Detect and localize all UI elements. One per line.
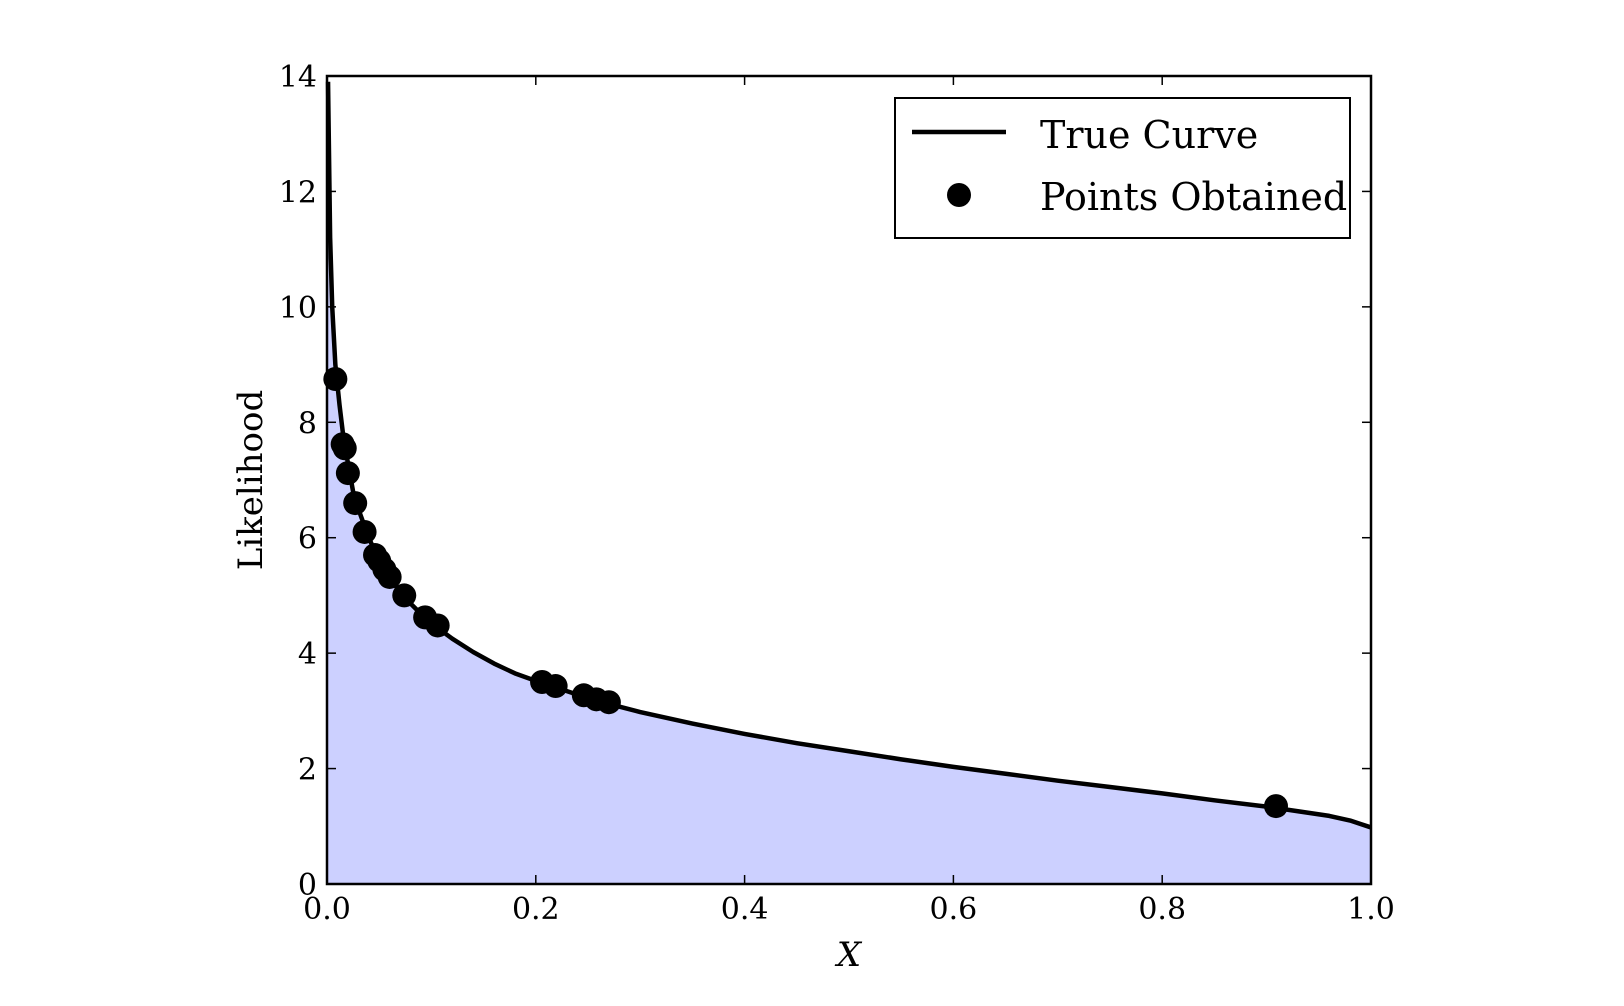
data-point bbox=[1263, 794, 1288, 819]
legend-marker-icon bbox=[947, 183, 971, 207]
y-tick-label: 8 bbox=[298, 406, 317, 441]
data-point bbox=[352, 519, 377, 544]
y-tick-label: 2 bbox=[298, 753, 317, 788]
data-point bbox=[543, 674, 568, 699]
y-tick-label: 12 bbox=[279, 175, 317, 210]
data-point bbox=[335, 461, 360, 486]
legend-label-true-curve: True Curve bbox=[1040, 113, 1258, 157]
y-tick-label: 0 bbox=[298, 868, 317, 903]
x-tick-label: 0.6 bbox=[930, 892, 978, 927]
data-point bbox=[377, 564, 402, 589]
y-tick-label: 6 bbox=[298, 522, 317, 557]
legend: True Curve Points Obtained bbox=[894, 97, 1351, 239]
y-tick-label: 10 bbox=[279, 291, 317, 326]
y-axis-label: Likelihood bbox=[231, 390, 271, 571]
x-tick-label: 0.2 bbox=[512, 892, 560, 927]
data-point bbox=[596, 690, 621, 715]
points-obtained-markers bbox=[323, 367, 1288, 819]
y-tick-label: 14 bbox=[279, 60, 317, 95]
x-tick-label: 0.4 bbox=[721, 892, 769, 927]
plot-area bbox=[323, 81, 1372, 884]
x-tick-label: 1.0 bbox=[1347, 892, 1395, 927]
data-point bbox=[392, 583, 417, 608]
x-axis-label: X bbox=[834, 935, 863, 975]
y-tick-label: 4 bbox=[298, 637, 317, 672]
legend-label-points-obtained: Points Obtained bbox=[1040, 175, 1347, 219]
data-point bbox=[425, 613, 450, 638]
axes-frame bbox=[325, 74, 1373, 886]
legend-box bbox=[894, 97, 1351, 239]
axis-ticks bbox=[326, 75, 1372, 885]
data-point bbox=[323, 367, 348, 391]
x-tick-label: 0.8 bbox=[1138, 892, 1186, 927]
data-point bbox=[332, 436, 357, 461]
x-tick-label: 0.0 bbox=[303, 892, 351, 927]
axis-tick-labels: 0.0 0.2 0.4 0.6 0.8 1.0 0 2 4 6 8 10 12 14 bbox=[279, 60, 1395, 927]
data-point bbox=[343, 491, 368, 516]
area-under-curve bbox=[328, 81, 1371, 884]
